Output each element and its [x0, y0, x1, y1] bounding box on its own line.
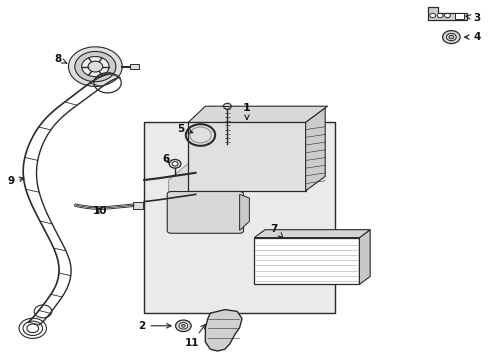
FancyBboxPatch shape	[167, 192, 243, 233]
Circle shape	[444, 13, 449, 18]
Text: 8: 8	[54, 54, 67, 64]
Polygon shape	[427, 7, 466, 20]
Bar	[144, 122, 334, 313]
Polygon shape	[168, 144, 239, 209]
Bar	[254, 238, 359, 284]
Text: 6: 6	[163, 154, 169, 164]
Polygon shape	[359, 230, 369, 284]
Circle shape	[175, 320, 191, 332]
Circle shape	[446, 33, 455, 41]
Circle shape	[75, 51, 116, 82]
Text: 7: 7	[269, 224, 282, 238]
Text: 9: 9	[7, 176, 24, 186]
Text: 11: 11	[184, 324, 205, 348]
Polygon shape	[305, 108, 325, 191]
Polygon shape	[188, 106, 327, 122]
Bar	[132, 202, 143, 209]
Circle shape	[181, 324, 185, 327]
Circle shape	[88, 61, 102, 72]
Circle shape	[81, 57, 109, 77]
Text: 3: 3	[465, 13, 479, 23]
Polygon shape	[254, 230, 369, 238]
Circle shape	[68, 47, 122, 86]
Text: 5: 5	[177, 123, 192, 134]
Bar	[129, 64, 139, 69]
Circle shape	[448, 35, 453, 39]
Text: 4: 4	[464, 32, 480, 42]
Text: 10: 10	[93, 206, 107, 216]
Text: 1: 1	[243, 103, 250, 120]
Circle shape	[429, 13, 435, 18]
Circle shape	[223, 103, 231, 109]
Bar	[188, 122, 305, 191]
Text: 2: 2	[138, 321, 171, 331]
Circle shape	[172, 162, 178, 166]
Bar	[454, 13, 463, 19]
Polygon shape	[239, 194, 249, 230]
Circle shape	[169, 159, 181, 168]
Circle shape	[179, 323, 187, 329]
Circle shape	[442, 31, 459, 44]
Circle shape	[436, 13, 442, 18]
Polygon shape	[205, 310, 242, 351]
